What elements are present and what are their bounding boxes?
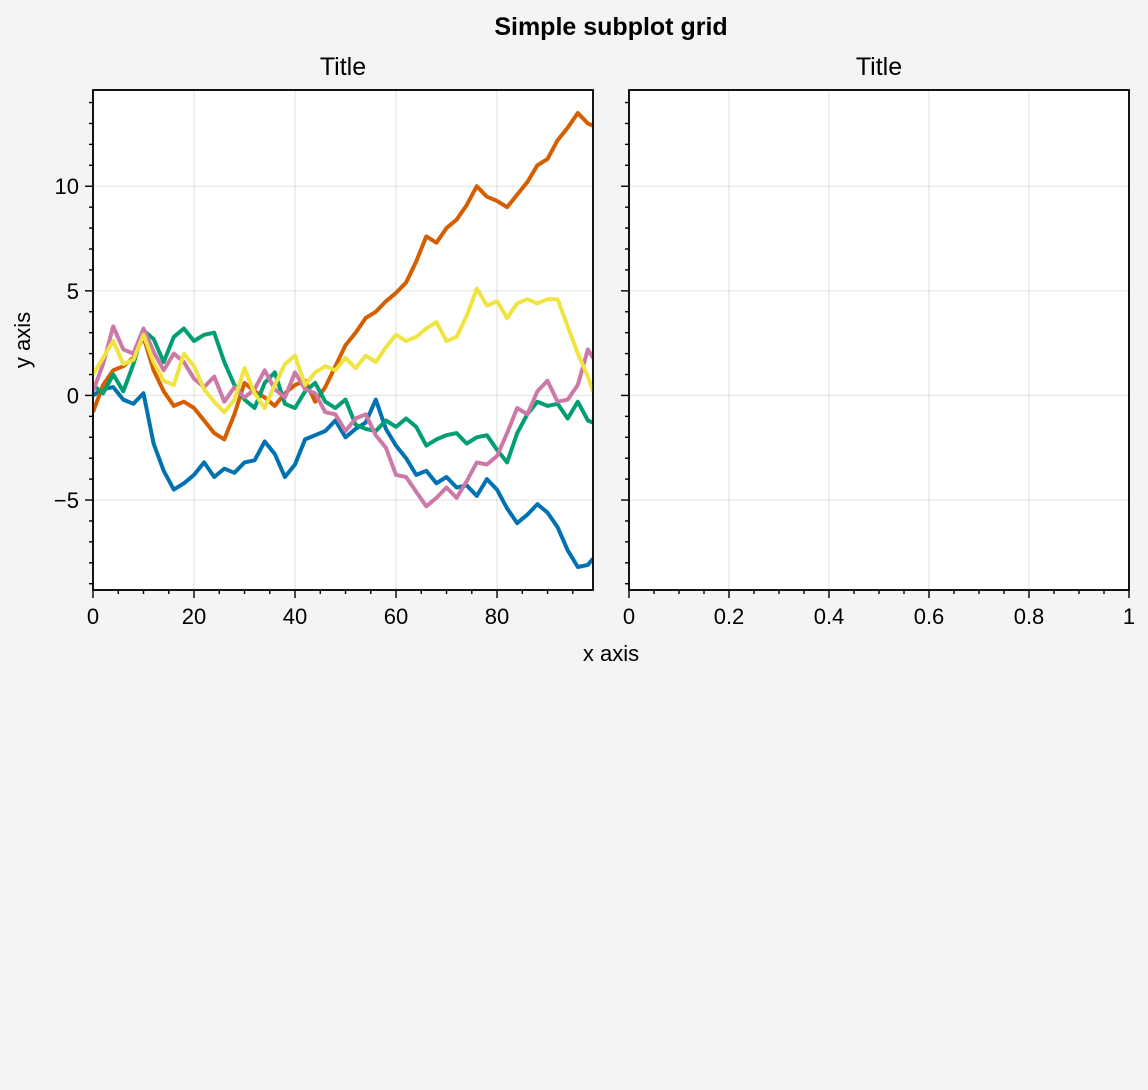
series-line-1 (93, 111, 593, 442)
shared-x-axis-label: x axis (583, 641, 639, 666)
x-tick-label: 40 (283, 604, 307, 629)
y-tick-label: 5 (67, 279, 79, 304)
x-tick-label: 0 (623, 604, 635, 629)
series-line-0 (93, 385, 593, 569)
subplot-title: Title (320, 53, 366, 81)
subplot-left: Title 0 20 40 60 80 −5 0 5 10 (54, 53, 594, 629)
x-tick-label: 0 (87, 604, 99, 629)
shared-y-axis-label: y axis (10, 312, 35, 368)
x-tick-label: 60 (384, 604, 408, 629)
x-tick-label: 0.8 (1014, 604, 1045, 629)
y-tick-label: 0 (67, 383, 79, 408)
series-line-3 (93, 324, 593, 509)
x-tick-label: 0.4 (814, 604, 845, 629)
x-tick-label: 0.6 (914, 604, 945, 629)
figure-suptitle: Simple subplot grid (494, 13, 727, 41)
x-tick-label: 0.2 (714, 604, 745, 629)
series-line-2 (93, 326, 593, 465)
y-tick-label: −5 (54, 488, 79, 513)
series-line-4 (93, 286, 593, 415)
plot-area (92, 89, 594, 591)
x-tick-label: 20 (182, 604, 206, 629)
y-tick-label: 10 (55, 174, 79, 199)
series-group (93, 111, 593, 569)
x-tick-label: 80 (485, 604, 509, 629)
plot-frame (92, 89, 594, 591)
plot-area (628, 89, 1130, 591)
subplot-title: Title (856, 53, 902, 81)
x-tick-label: 1 (1123, 604, 1135, 629)
subplot-right: Title 0 0.2 0.4 0.6 0.8 1 (621, 53, 1135, 629)
